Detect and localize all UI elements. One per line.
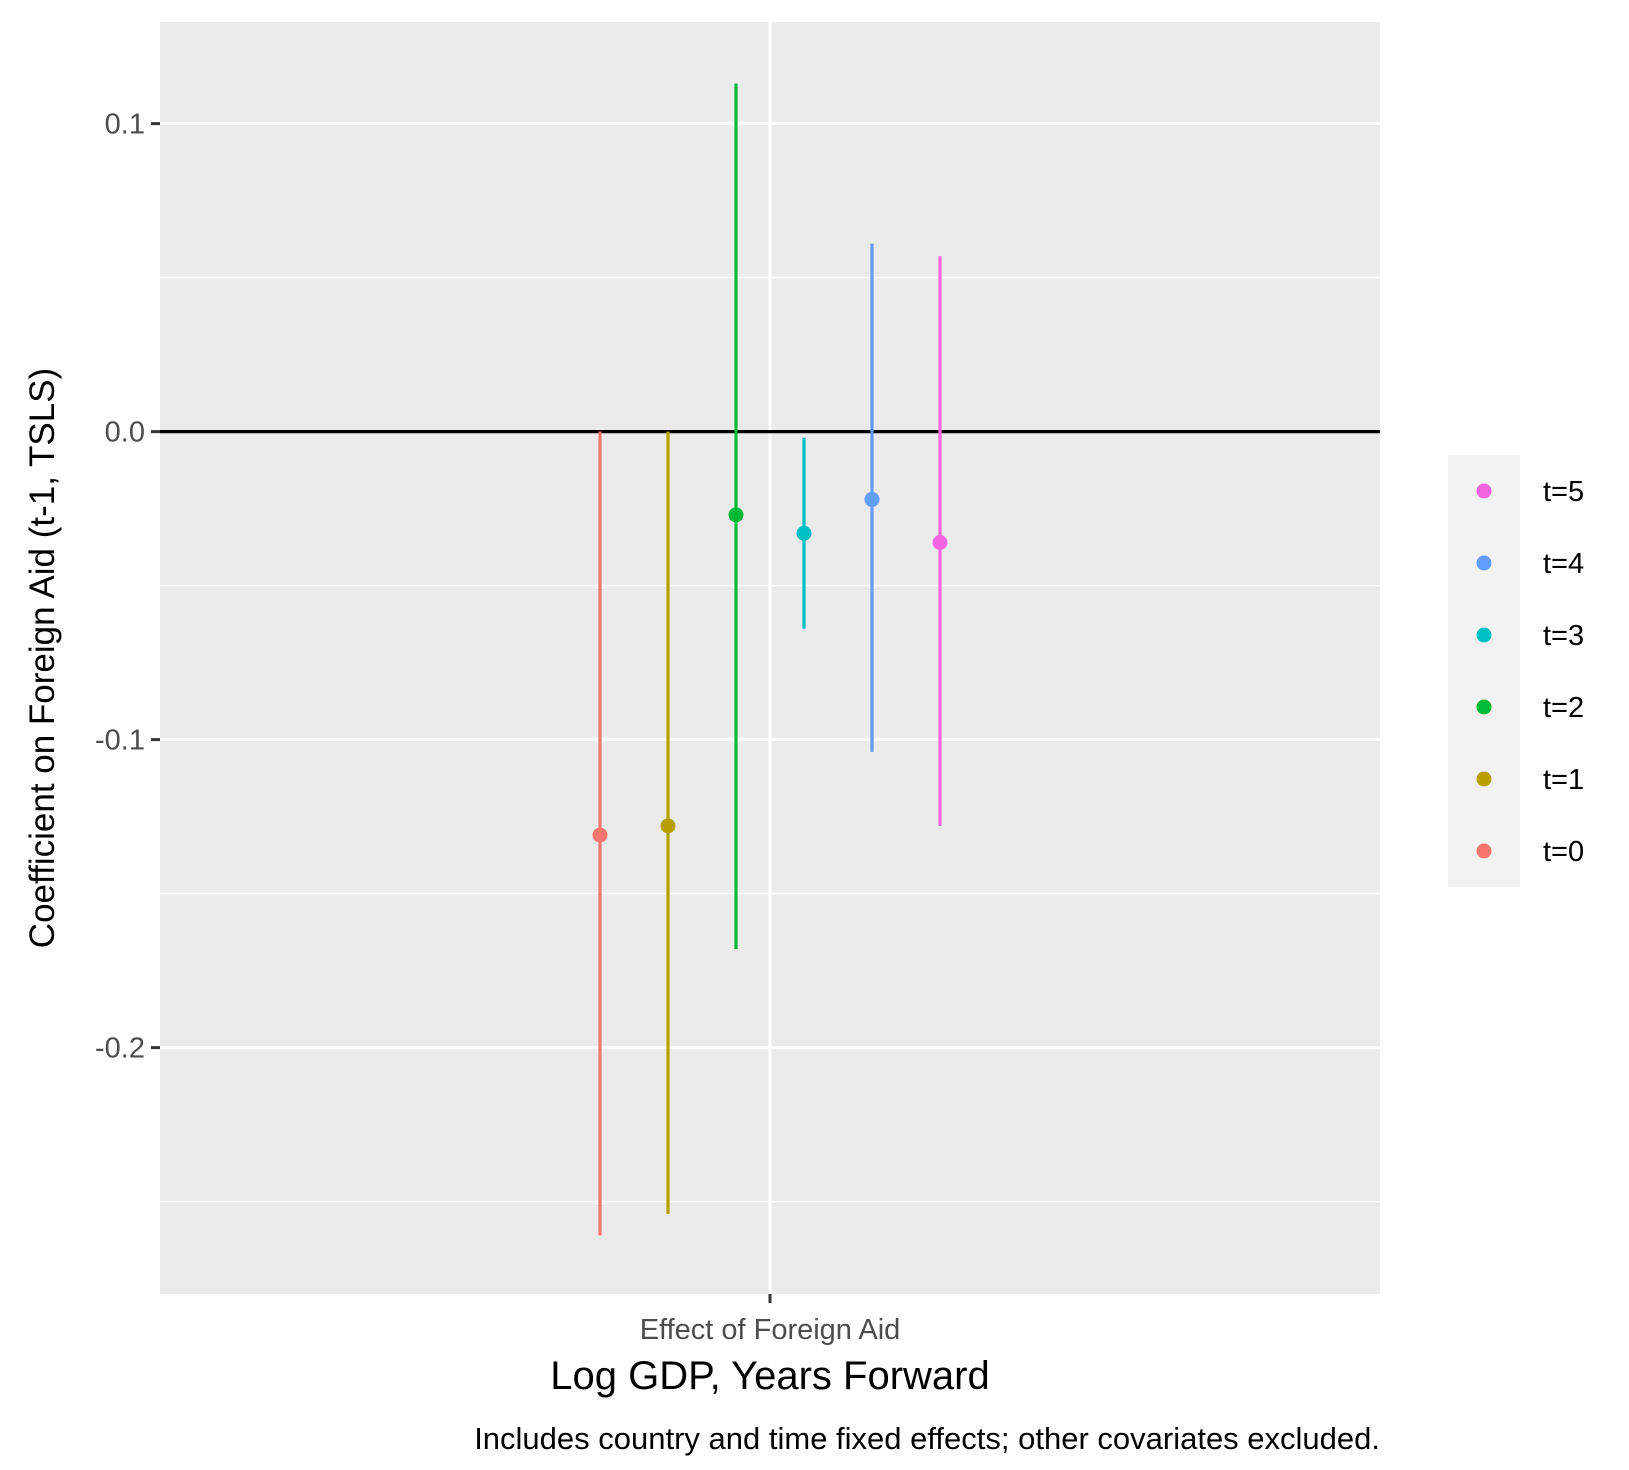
legend-key-t=4 [1476, 555, 1492, 571]
legend-key-t=5 [1476, 483, 1492, 499]
point-t=5 [932, 535, 948, 551]
legend-key-background [1448, 455, 1520, 887]
point-t=3 [796, 525, 812, 541]
point-t=0 [592, 827, 608, 843]
x-axis: Effect of Foreign Aid [640, 1294, 901, 1346]
point-t=4 [864, 491, 880, 507]
x-axis-title: Log GDP, Years Forward [550, 1354, 990, 1398]
legend-key-t=1 [1476, 771, 1492, 787]
y-tick-label: -0.1 [95, 725, 145, 757]
legend-label-t=1: t=1 [1543, 764, 1584, 796]
y-axis: 0.1 0.0 -0.1 -0.2 [95, 109, 160, 1065]
y-tick-label: 0.0 [105, 417, 145, 449]
point-t=1 [660, 818, 676, 834]
legend-label-t=0: t=0 [1543, 836, 1584, 868]
point-t=2 [728, 507, 744, 523]
legend-label-t=5: t=5 [1543, 476, 1584, 508]
legend-key-t=0 [1476, 843, 1492, 859]
legend-label-t=3: t=3 [1543, 620, 1584, 652]
legend-key-t=3 [1476, 627, 1492, 643]
legend-label-t=2: t=2 [1543, 692, 1584, 724]
legend: t=5 t=4 t=3 t=2 t=1 t=0 [1448, 455, 1584, 887]
chart-caption: Includes country and time fixed effects;… [474, 1421, 1380, 1456]
data-marks [592, 83, 948, 1236]
y-tick-label: -0.2 [95, 1033, 145, 1065]
y-tick-label: 0.1 [105, 109, 145, 141]
legend-key-t=2 [1476, 699, 1492, 715]
legend-label-t=4: t=4 [1543, 548, 1584, 580]
x-tick-label: Effect of Foreign Aid [640, 1314, 901, 1346]
y-axis-title: Coefficient on Foreign Aid (t-1, TSLS) [23, 368, 62, 948]
